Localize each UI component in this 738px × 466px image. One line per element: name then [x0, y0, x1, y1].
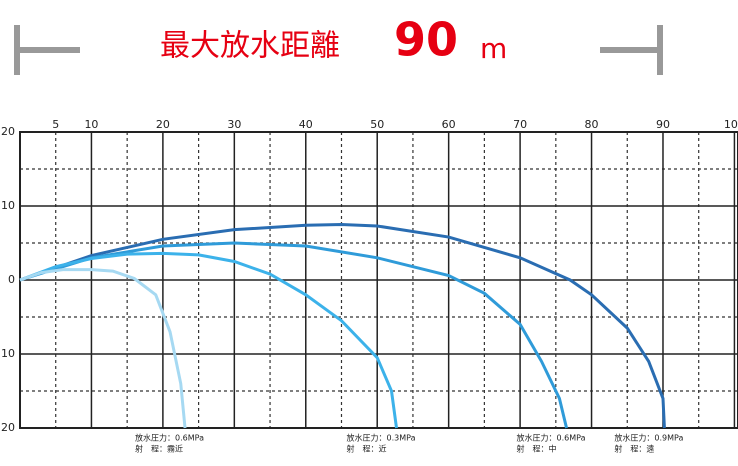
series-name: 放水圧力：0.3MPa [347, 433, 416, 443]
series-name: 放水圧力：0.6MPa [517, 433, 586, 443]
y-tick-label: 10 [1, 347, 15, 360]
x-tick-label: 5 [52, 118, 59, 131]
x-tick-label: 90 [656, 118, 670, 131]
x-tick-label: 40 [299, 118, 313, 131]
x-tick-label: 20 [156, 118, 170, 131]
series-range: 射 程：中 [517, 444, 557, 454]
x-tick-label: 100 [724, 118, 738, 131]
series-range: 射 程：遠 [614, 444, 654, 454]
series-line [19, 222, 666, 429]
title-value: 90 [394, 13, 458, 67]
x-tick-label: 50 [370, 118, 384, 131]
title-unit: m [480, 32, 507, 65]
series-line [19, 251, 398, 429]
x-tick-label: 80 [585, 118, 599, 131]
y-tick-label: 0 [8, 273, 15, 286]
series-range: 射 程：霧近 [135, 444, 183, 454]
title-text: 最大放水距離 [160, 29, 340, 64]
x-tick-label: 70 [513, 118, 527, 131]
bracket-right [600, 25, 663, 75]
series-line [19, 268, 187, 429]
y-tick-label: 20 [1, 421, 15, 434]
bracket-left [14, 25, 80, 75]
series-name: 放水圧力：0.9MPa [614, 433, 683, 443]
x-tick-label: 30 [227, 118, 241, 131]
series-range: 射 程：近 [347, 444, 387, 454]
x-tick-label: 60 [442, 118, 456, 131]
x-tick-label: 10 [84, 118, 98, 131]
series-line [19, 241, 568, 429]
y-tick-label: 20 [1, 125, 15, 138]
y-tick-label: 10 [1, 199, 15, 212]
series-name: 放水圧力：0.6MPa [135, 433, 204, 443]
